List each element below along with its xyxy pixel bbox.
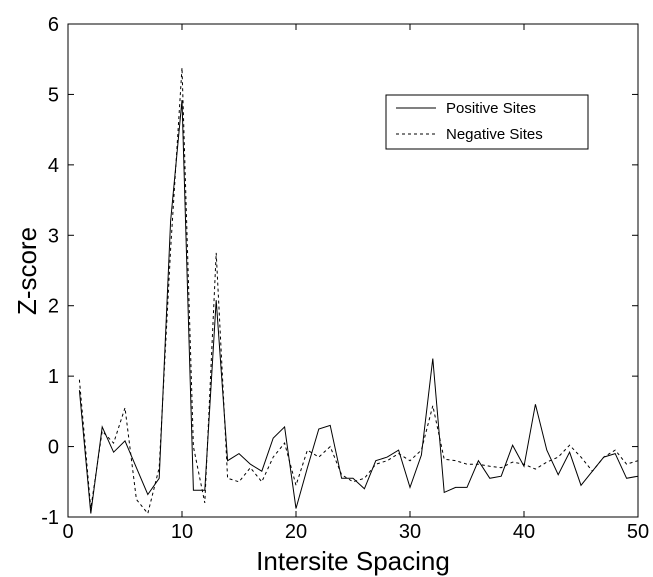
series-line-positive-sites — [78, 100, 639, 514]
y-tick-label: 0 — [48, 437, 59, 459]
y-tick-label: 3 — [48, 225, 59, 247]
y-axis-ticks: -1 0 1 2 3 4 5 6 — [41, 14, 638, 529]
x-tick-label: 40 — [513, 521, 535, 543]
y-tick-label: 4 — [48, 155, 59, 177]
y-tick-label: -1 — [41, 507, 59, 529]
y-tick-label: 1 — [48, 366, 59, 388]
y-tick-label: 2 — [48, 296, 59, 318]
series-layer — [78, 67, 639, 515]
legend-label-negative: Negative Sites — [446, 126, 543, 143]
x-axis-ticks: 0 10 20 30 40 50 — [62, 24, 649, 543]
x-axis-title: Intersite Spacing — [256, 546, 450, 576]
x-tick-label: 10 — [171, 521, 193, 543]
legend-box — [385, 94, 589, 150]
x-tick-label: 0 — [62, 521, 73, 543]
legend: Positive Sites Negative Sites — [385, 94, 589, 150]
plot-frame — [67, 23, 639, 518]
legend-label-positive: Positive Sites — [446, 100, 536, 117]
x-tick-label: 20 — [285, 521, 307, 543]
y-tick-label: 6 — [48, 14, 59, 36]
series-line-negative-sites — [78, 67, 639, 515]
x-tick-label: 50 — [627, 521, 649, 543]
y-tick-label: 5 — [48, 84, 59, 106]
y-axis-title: Z-score — [12, 227, 42, 315]
x-tick-label: 30 — [399, 521, 421, 543]
